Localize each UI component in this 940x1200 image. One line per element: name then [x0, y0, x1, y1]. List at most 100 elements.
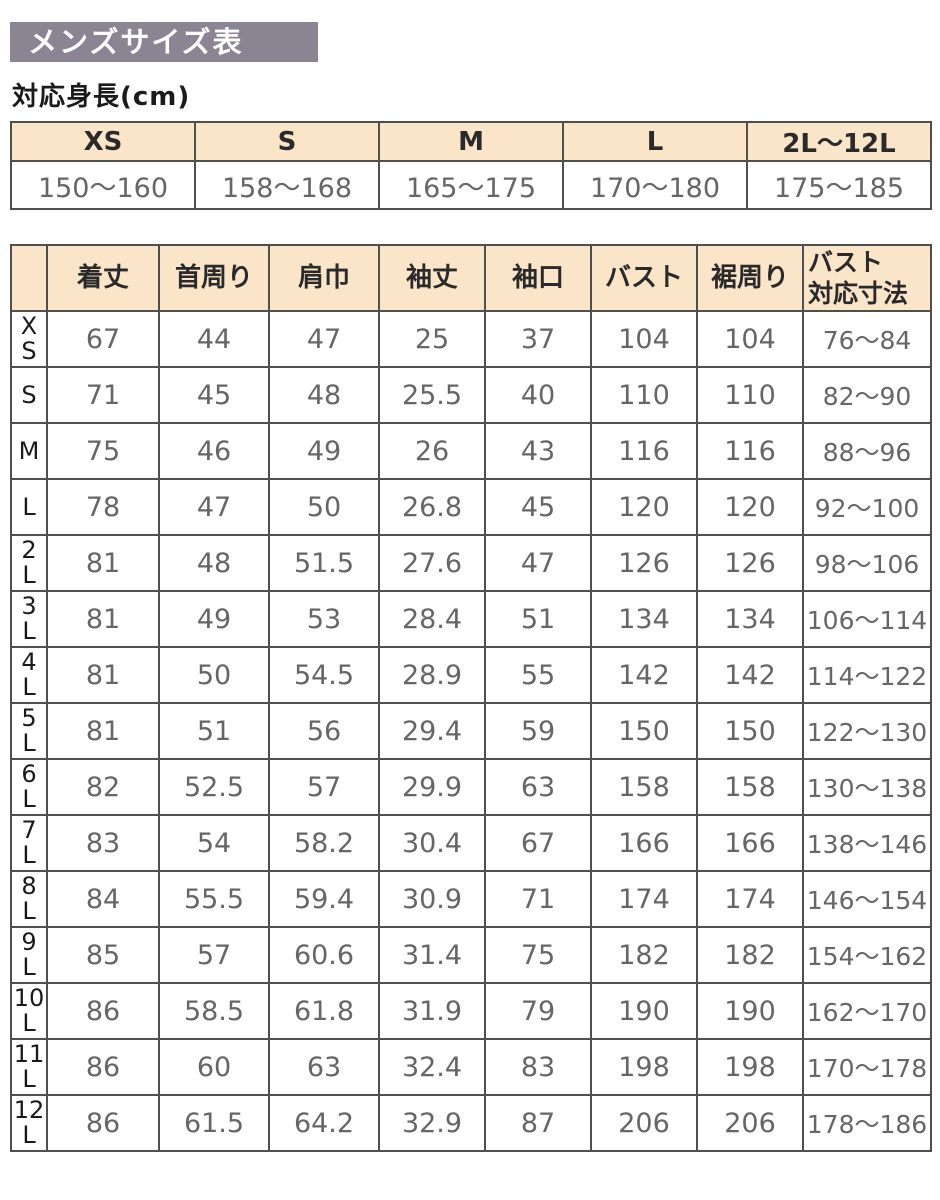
column-header: 着丈: [46, 244, 160, 312]
table-row: 8 L 84 55.5 59.4 30.9 71 174 174 146〜154: [10, 870, 932, 928]
measurement-cell: 106〜114: [802, 590, 932, 648]
table-row: 6 L 82 52.5 57 29.9 63 158 158 130〜138: [10, 758, 932, 816]
table-row: 12 L 86 61.5 64.2 32.9 87 206 206 178〜186: [10, 1094, 932, 1152]
measurement-cell: 26.8: [378, 478, 486, 536]
size-header: XS: [10, 121, 196, 162]
measurement-cell: 142: [590, 646, 698, 704]
measurement-cell: 51: [158, 702, 270, 760]
measurement-cell: 51.5: [268, 534, 380, 592]
measurement-cell: 82〜90: [802, 366, 932, 424]
measurement-cell: 46: [158, 422, 270, 480]
height-cell: 165〜175: [378, 160, 564, 210]
table-row: 11 L 86 60 63 32.4 83 198 198 170〜178: [10, 1038, 932, 1096]
column-header: バスト: [590, 244, 698, 312]
measurement-cell: 134: [696, 590, 804, 648]
measurement-cell: 190: [590, 982, 698, 1040]
measurement-cell: 58.5: [158, 982, 270, 1040]
column-header: 首周り: [158, 244, 270, 312]
measurement-cell: 43: [484, 422, 592, 480]
height-cell: 175〜185: [746, 160, 932, 210]
measurement-cell: 75: [46, 422, 160, 480]
size-label: X S: [10, 310, 48, 368]
measurement-cell: 63: [268, 1038, 380, 1096]
measurement-cell: 50: [158, 646, 270, 704]
measurement-cell: 134: [590, 590, 698, 648]
measurement-cell: 60: [158, 1038, 270, 1096]
measurement-cell: 166: [696, 814, 804, 872]
measurement-cell: 48: [268, 366, 380, 424]
table-row: 4 L 81 50 54.5 28.9 55 142 142 114〜122: [10, 646, 932, 704]
measurement-cell: 130〜138: [802, 758, 932, 816]
size-label: 2 L: [10, 534, 48, 592]
page-title: メンズサイズ表: [10, 22, 318, 62]
measurement-cell: 25.5: [378, 366, 486, 424]
size-label: 6 L: [10, 758, 48, 816]
measurement-cell: 57: [268, 758, 380, 816]
size-table-body: X S 67 44 47 25 37 104 104 76〜84 S 71 45 48 25.5 40 110…: [10, 310, 932, 1152]
size-header: L: [562, 121, 748, 162]
measurement-cell: 57: [158, 926, 270, 984]
measurement-cell: 120: [696, 478, 804, 536]
measurement-cell: 71: [46, 366, 160, 424]
measurement-cell: 86: [46, 982, 160, 1040]
measurement-cell: 174: [590, 870, 698, 928]
measurement-cell: 47: [484, 534, 592, 592]
height-table-header-row: XS S M L 2L〜12L: [10, 121, 932, 162]
measurement-cell: 98〜106: [802, 534, 932, 592]
measurement-cell: 104: [590, 310, 698, 368]
measurement-cell: 82: [46, 758, 160, 816]
measurement-cell: 146〜154: [802, 870, 932, 928]
table-row: 7 L 83 54 58.2 30.4 67 166 166 138〜146: [10, 814, 932, 872]
size-table: 着丈 首周り 肩巾 袖丈 袖口 バスト 裾周り バスト 対応寸法 X S 67 44…: [10, 244, 932, 1152]
measurement-cell: 25: [378, 310, 486, 368]
measurement-cell: 81: [46, 590, 160, 648]
measurement-cell: 81: [46, 534, 160, 592]
measurement-cell: 154〜162: [802, 926, 932, 984]
measurement-cell: 53: [268, 590, 380, 648]
measurement-cell: 174: [696, 870, 804, 928]
measurement-cell: 178〜186: [802, 1094, 932, 1152]
measurement-cell: 162〜170: [802, 982, 932, 1040]
measurement-cell: 87: [484, 1094, 592, 1152]
measurement-cell: 182: [696, 926, 804, 984]
measurement-cell: 190: [696, 982, 804, 1040]
size-label: 10 L: [10, 982, 48, 1040]
measurement-cell: 26: [378, 422, 486, 480]
size-label: 7 L: [10, 814, 48, 872]
measurement-cell: 206: [590, 1094, 698, 1152]
measurement-cell: 31.9: [378, 982, 486, 1040]
measurement-cell: 78: [46, 478, 160, 536]
measurement-cell: 85: [46, 926, 160, 984]
table-row: S 71 45 48 25.5 40 110 110 82〜90: [10, 366, 932, 424]
measurement-cell: 158: [590, 758, 698, 816]
measurement-cell: 126: [590, 534, 698, 592]
measurement-cell: 92〜100: [802, 478, 932, 536]
column-header: 肩巾: [268, 244, 380, 312]
measurement-cell: 71: [484, 870, 592, 928]
table-row: 5 L 81 51 56 29.4 59 150 150 122〜130: [10, 702, 932, 760]
measurement-cell: 50: [268, 478, 380, 536]
height-cell: 150〜160: [10, 160, 196, 210]
size-label: S: [10, 366, 48, 424]
size-label: 8 L: [10, 870, 48, 928]
measurement-cell: 150: [696, 702, 804, 760]
measurement-cell: 138〜146: [802, 814, 932, 872]
measurement-cell: 142: [696, 646, 804, 704]
measurement-cell: 32.4: [378, 1038, 486, 1096]
measurement-cell: 27.6: [378, 534, 486, 592]
table-row: L 78 47 50 26.8 45 120 120 92〜100: [10, 478, 932, 536]
measurement-cell: 29.9: [378, 758, 486, 816]
measurement-cell: 116: [696, 422, 804, 480]
height-cell: 170〜180: [562, 160, 748, 210]
measurement-cell: 83: [484, 1038, 592, 1096]
measurement-cell: 67: [46, 310, 160, 368]
measurement-cell: 45: [484, 478, 592, 536]
measurement-cell: 56: [268, 702, 380, 760]
measurement-cell: 44: [158, 310, 270, 368]
measurement-cell: 182: [590, 926, 698, 984]
measurement-cell: 84: [46, 870, 160, 928]
measurement-cell: 64.2: [268, 1094, 380, 1152]
measurement-cell: 48: [158, 534, 270, 592]
measurement-cell: 79: [484, 982, 592, 1040]
measurement-cell: 60.6: [268, 926, 380, 984]
